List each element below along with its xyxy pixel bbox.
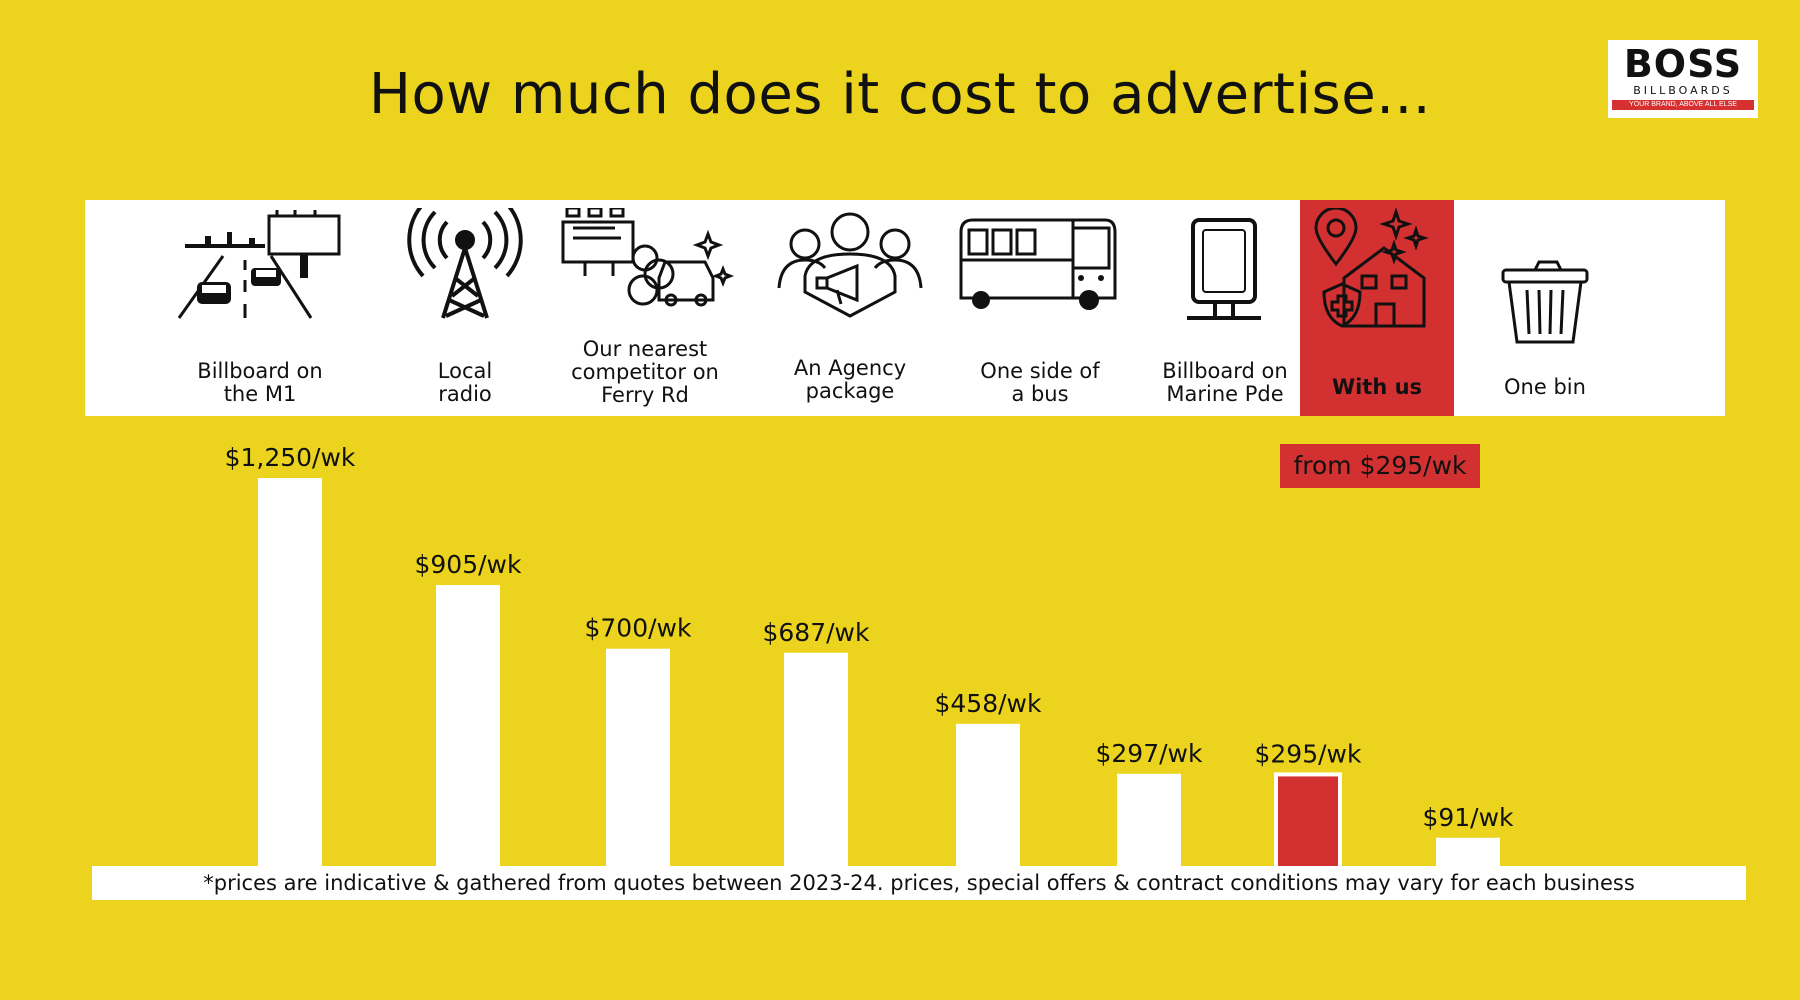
bus-icon <box>959 218 1117 310</box>
bar-7 <box>1274 772 1342 871</box>
highway-billboard-icon <box>177 210 341 319</box>
trash-bin-icon <box>1501 260 1589 344</box>
bar-value-label: $687/wk <box>763 618 870 647</box>
local-business-icon <box>1314 208 1429 328</box>
bar-value-label: $91/wk <box>1422 803 1514 832</box>
option-label: One side of a bus <box>980 359 1100 406</box>
digital-sign-icon <box>1187 218 1261 320</box>
competitor-billboard-icon <box>561 208 735 307</box>
option-label: Billboard on Marine Pde <box>1162 359 1288 406</box>
option-label: With us <box>1331 375 1423 399</box>
option-label: Our nearest competitor on Ferry Rd <box>571 337 719 407</box>
bar-2 <box>436 585 500 868</box>
bar-value-label: $1,250/wk <box>225 443 356 472</box>
option-billboard-m1: Billboard on the M1 <box>175 200 345 416</box>
bar-1 <box>258 478 322 868</box>
page-title: How much does it cost to advertise... <box>368 62 1432 127</box>
radio-tower-icon <box>407 208 523 319</box>
bar-5 <box>956 723 1020 868</box>
bar-value-label: $458/wk <box>935 689 1042 718</box>
logo-tagline: YOUR BRAND, ABOVE ALL ELSE <box>1612 100 1754 110</box>
highlight-price-badge: from $295/wk <box>1280 444 1480 488</box>
bar-3 <box>606 648 670 868</box>
option-agency: An Agency package <box>765 200 935 416</box>
boss-billboards-logo: BOSS BILLBOARDS YOUR BRAND, ABOVE ALL EL… <box>1608 40 1758 118</box>
footnote: *prices are indicative & gathered from q… <box>92 866 1746 900</box>
bar-4 <box>784 652 848 868</box>
bar-value-label: $297/wk <box>1096 739 1203 768</box>
option-local-radio: Local radio <box>385 200 545 416</box>
option-one-bin: One bin <box>1465 200 1625 416</box>
options-strip: Billboard on the M1 Local radio <box>85 200 1725 416</box>
option-label: Billboard on the M1 <box>197 359 323 406</box>
option-bus: One side of a bus <box>955 200 1125 416</box>
agency-team-icon <box>777 212 923 318</box>
logo-subtitle: BILLBOARDS <box>1633 84 1733 97</box>
bar-value-label: $905/wk <box>415 550 522 579</box>
option-competitor: Our nearest competitor on Ferry Rd <box>555 200 735 416</box>
bar-value-label: $700/wk <box>585 614 692 643</box>
option-marine-pde: Billboard on Marine Pde <box>1145 200 1305 416</box>
logo-brand: BOSS <box>1623 42 1743 86</box>
bar-6 <box>1117 773 1181 868</box>
option-label: One bin <box>1504 375 1586 399</box>
bar-value-label: $295/wk <box>1255 739 1362 768</box>
option-with-us: With us <box>1300 200 1454 416</box>
bar-8 <box>1436 837 1500 868</box>
option-label: An Agency package <box>793 356 907 403</box>
option-label: Local radio <box>437 359 493 406</box>
